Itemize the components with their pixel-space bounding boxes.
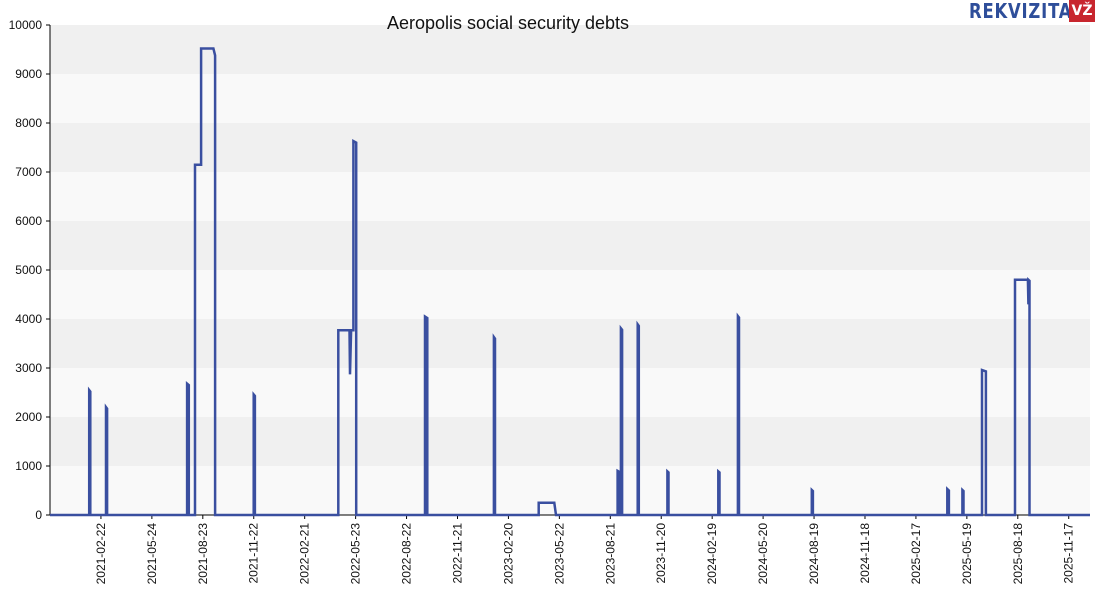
x-tick-label: 2021-11-22 <box>247 523 261 584</box>
x-tick-label: 2021-02-22 <box>94 523 108 585</box>
grid-band <box>50 74 1090 123</box>
x-tick-label: 2022-05-23 <box>349 523 363 585</box>
x-tick-label: 2021-08-23 <box>196 523 210 585</box>
y-tick-label: 4000 <box>15 312 42 326</box>
x-tick-label: 2024-05-20 <box>756 523 770 585</box>
y-tick-label: 5000 <box>15 263 42 277</box>
series-group <box>50 47 1090 517</box>
grid-band <box>50 123 1090 172</box>
brand-logo: REKVIZITAI VŽ <box>969 0 1100 22</box>
brand-badge: VŽ <box>1069 0 1095 22</box>
x-tick-label: 2023-02-20 <box>501 523 515 585</box>
x-tick-label: 2022-02-21 <box>298 523 312 585</box>
x-tick-label: 2023-11-20 <box>654 523 668 584</box>
x-tick-label: 2022-08-22 <box>400 523 414 585</box>
x-tick-label: 2025-08-18 <box>1011 523 1025 585</box>
grid-band <box>50 368 1090 417</box>
grid-band <box>50 25 1090 74</box>
x-tick-label: 2023-08-21 <box>603 523 617 585</box>
x-tick-label: 2021-05-24 <box>145 523 159 585</box>
y-tick-label: 10000 <box>9 18 43 32</box>
grid-band <box>50 319 1090 368</box>
x-tick-label: 2024-08-19 <box>807 523 821 585</box>
x-axis-ticks: 2021-02-22 2021-05-24 2021-08-23 2021-11-22… <box>94 515 1076 584</box>
brand-name: REKVIZITAI <box>969 0 1080 23</box>
grid-band <box>50 172 1090 221</box>
grid-band <box>50 270 1090 319</box>
x-tick-label: 2024-11-18 <box>858 523 872 584</box>
y-tick-label: 9000 <box>15 67 42 81</box>
grid-band <box>50 417 1090 466</box>
y-tick-label: 6000 <box>15 214 42 228</box>
y-tick-label: 0 <box>35 508 42 522</box>
y-tick-label: 7000 <box>15 165 42 179</box>
chart-title: Aeropolis social security debts <box>387 13 629 33</box>
y-tick-label: 8000 <box>15 116 42 130</box>
x-tick-label: 2023-05-22 <box>552 523 566 585</box>
grid-band <box>50 466 1090 515</box>
y-tick-label: 3000 <box>15 361 42 375</box>
grid-band <box>50 221 1090 270</box>
x-tick-label: 2022-11-21 <box>450 523 464 584</box>
x-tick-label: 2025-02-17 <box>909 523 923 585</box>
y-tick-label: 1000 <box>15 459 42 473</box>
x-tick-label: 2024-02-19 <box>705 523 719 585</box>
y-tick-label: 2000 <box>15 410 42 424</box>
x-tick-label: 2025-11-17 <box>1062 523 1076 584</box>
y-axis-ticks: 0 1000 2000 3000 4000 5000 6000 7000 8000 9000 100… <box>9 18 50 522</box>
grid-bands <box>50 25 1090 515</box>
series-line <box>50 47 1090 517</box>
x-tick-label: 2025-05-19 <box>960 523 974 585</box>
